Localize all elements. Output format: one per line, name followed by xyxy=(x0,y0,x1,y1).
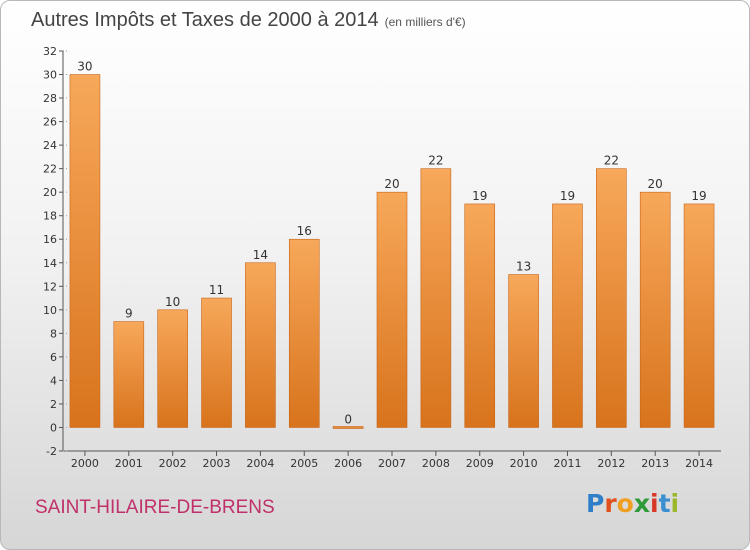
data-label-2003: 11 xyxy=(209,283,224,297)
y-tick-label: 22 xyxy=(43,163,57,176)
bar-2004[interactable] xyxy=(245,262,276,428)
data-label-2008: 22 xyxy=(428,154,443,168)
data-label-2006: 0 xyxy=(344,412,352,426)
chart-subtitle: (en milliers d'€) xyxy=(384,15,466,29)
y-tick-label: 6 xyxy=(50,351,57,364)
logo-letter: r xyxy=(604,489,617,518)
data-label-2012: 22 xyxy=(604,154,619,168)
data-label-2010: 13 xyxy=(516,260,531,274)
data-label-2005: 16 xyxy=(297,224,312,238)
bar-2013[interactable] xyxy=(639,191,671,428)
bar-2011[interactable] xyxy=(552,203,583,428)
data-label-2013: 20 xyxy=(648,177,663,191)
bar-2008[interactable] xyxy=(420,168,452,428)
y-tick-label: 18 xyxy=(43,210,57,223)
x-tick-label: 2007 xyxy=(378,457,406,470)
chart-title: Autres Impôts et Taxes de 2000 à 2014 (en… xyxy=(31,9,466,32)
bar-2002[interactable] xyxy=(157,309,188,428)
bar-2012[interactable] xyxy=(596,168,627,428)
y-tick-label: 20 xyxy=(43,186,57,199)
x-tick-label: 2009 xyxy=(466,457,494,470)
x-tick-label: 2011 xyxy=(553,457,581,470)
y-tick-label: 32 xyxy=(43,45,57,58)
proxiti-logo[interactable]: Proxiti xyxy=(586,489,679,518)
bar-2003[interactable] xyxy=(201,297,232,428)
data-label-2014: 19 xyxy=(691,189,706,203)
logo-letter: i xyxy=(650,489,659,518)
data-label-2009: 19 xyxy=(472,189,487,203)
logo-letter: o xyxy=(616,489,634,518)
y-tick-label: 30 xyxy=(43,69,57,82)
data-label-2004: 14 xyxy=(253,248,268,262)
chart-bars xyxy=(69,74,715,429)
x-tick-label: 2004 xyxy=(246,457,274,470)
x-tick-label: 2006 xyxy=(334,457,362,470)
data-label-2011: 19 xyxy=(560,189,575,203)
data-label-2000: 30 xyxy=(77,60,92,74)
data-label-2001: 9 xyxy=(125,307,133,321)
logo-letter: P xyxy=(586,489,605,518)
bar-2007[interactable] xyxy=(376,191,408,428)
bar-2010[interactable] xyxy=(508,274,539,428)
x-tick-label: 2014 xyxy=(685,457,713,470)
bar-2005[interactable] xyxy=(288,238,320,428)
chart-title-text: Autres Impôts et Taxes de 2000 à 2014 xyxy=(31,9,379,31)
y-tick-label: 2 xyxy=(50,398,57,411)
x-tick-label: 2001 xyxy=(115,457,143,470)
chart-labels: 30 9 10 11 14 16 0 20 22 19 13 19 22 20 19 xyxy=(77,60,706,427)
x-tick-label: 2008 xyxy=(422,457,450,470)
y-tick-label: -2 xyxy=(46,445,57,458)
x-tick-label: 2002 xyxy=(159,457,187,470)
logo-letter: x xyxy=(633,489,650,518)
y-tick-label: 24 xyxy=(43,139,57,152)
bar-2001[interactable] xyxy=(113,321,145,428)
bar-2009[interactable] xyxy=(464,203,496,428)
x-tick-label: 2010 xyxy=(510,457,538,470)
y-tick-label: 12 xyxy=(43,280,57,293)
logo-letter: t xyxy=(658,489,671,518)
bar-2014[interactable] xyxy=(683,203,715,428)
y-tick-label: 28 xyxy=(43,92,57,105)
data-label-2002: 10 xyxy=(165,295,180,309)
x-tick-label: 2012 xyxy=(597,457,625,470)
bar-2006[interactable] xyxy=(332,426,364,429)
data-label-2007: 20 xyxy=(384,177,399,191)
x-tick-label: 2003 xyxy=(203,457,231,470)
x-tick-label: 2013 xyxy=(641,457,669,470)
x-tick-label: 2000 xyxy=(71,457,99,470)
x-tick-label: 2005 xyxy=(290,457,318,470)
y-tick-label: 10 xyxy=(43,304,57,317)
y-tick-label: 14 xyxy=(43,257,57,270)
y-tick-label: 4 xyxy=(50,374,57,387)
place-name: SAINT-HILAIRE-DE-BRENS xyxy=(35,497,275,518)
y-tick-label: 16 xyxy=(43,233,57,246)
y-tick-label: 26 xyxy=(43,116,57,129)
y-tick-label: 0 xyxy=(50,421,57,434)
bar-2000[interactable] xyxy=(69,74,101,428)
logo-letter: i xyxy=(670,489,680,518)
y-tick-label: 8 xyxy=(50,327,57,340)
